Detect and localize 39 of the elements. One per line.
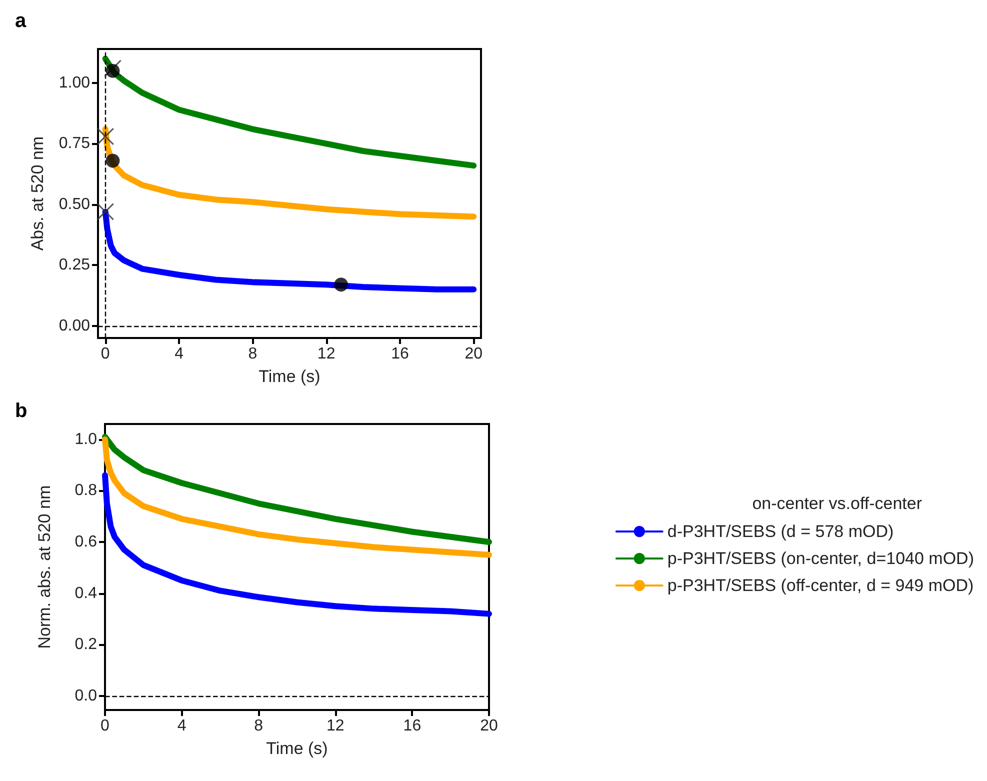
y-tick-label: 0.8	[74, 482, 98, 500]
chart-title: b	[15, 400, 28, 422]
x-tick-label: 16	[403, 718, 422, 734]
y-tick-label: 0.6	[74, 533, 98, 550]
y-tick-label: 0.25	[58, 256, 90, 274]
point	[106, 154, 120, 168]
x-tick-label: 4	[177, 718, 186, 734]
y-tick-label: 0.0	[74, 687, 98, 704]
y-tick-label: 1.00	[58, 74, 90, 92]
legend-label: d-P3HT/SEBS (d = 578 mOD)	[667, 522, 894, 541]
legend-label: p-P3HT/SEBS (off-center, d = 949 mOD)	[667, 576, 974, 595]
x-tick-label: 12	[317, 346, 336, 362]
x-tick-label: 4	[174, 346, 184, 362]
point	[106, 64, 120, 78]
y-tick-label: 0.4	[74, 584, 98, 602]
x-tick-label: 20	[464, 346, 483, 362]
y-tick-label: 1.0	[74, 430, 98, 448]
y-axis-title: Abs. at 520 nm	[28, 136, 47, 251]
x-tick-label: 16	[391, 346, 409, 362]
legend-title: on-center vs.off-center	[752, 494, 922, 513]
point	[96, 202, 114, 220]
legend-label: p-P3HT/SEBS (on-center, d=1040 mOD)	[667, 549, 974, 568]
x-tick-label: 20	[480, 718, 498, 734]
x-tick-label: 0	[100, 718, 110, 734]
y-axis-title: Norm. abs. at 520 nm	[35, 485, 54, 649]
x-tick-label: 0	[100, 346, 110, 362]
y-tick-label: 0.2	[74, 636, 98, 654]
x-axis-title: Time (s)	[258, 367, 320, 386]
x-tick-label: 8	[254, 718, 264, 734]
point	[334, 278, 348, 292]
point	[104, 60, 122, 78]
y-tick-label: 0.50	[58, 196, 90, 213]
chart-title: a	[15, 10, 27, 32]
x-tick-label: 12	[326, 718, 344, 734]
x-tick-label: 8	[248, 346, 258, 362]
point	[96, 128, 114, 146]
y-tick-label: 0.00	[58, 317, 90, 334]
x-axis-title: Time (s)	[266, 739, 328, 758]
y-tick-label: 0.75	[58, 135, 90, 152]
